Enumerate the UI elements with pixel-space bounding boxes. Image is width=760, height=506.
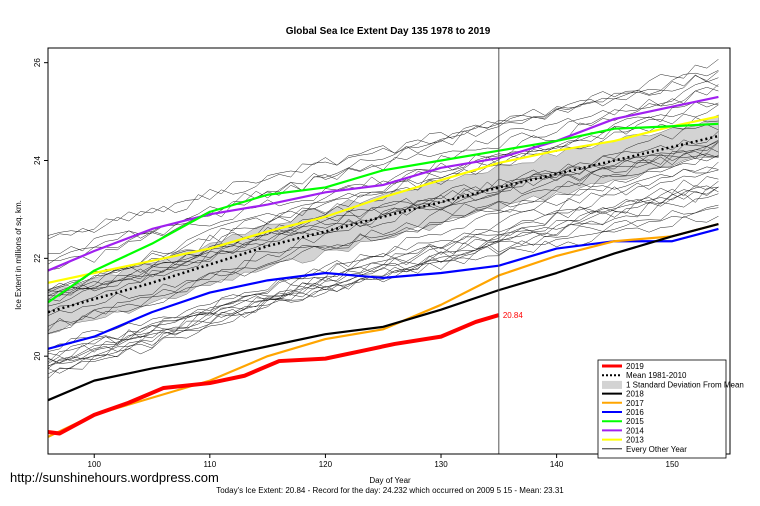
other-year-line: [47, 186, 719, 363]
series-2018-line: [47, 223, 719, 402]
watermark-url: http://sunshinehours.wordpress.com: [10, 470, 219, 485]
sd-band: [47, 114, 719, 335]
y-tick-label: 22: [33, 253, 42, 262]
legend-entry-label: 2016: [626, 408, 644, 417]
other-year-line: [47, 151, 719, 296]
legend-swatch: [602, 380, 622, 389]
y-tick-label: 20: [33, 351, 42, 360]
x-axis-label: Day of Year: [369, 476, 411, 485]
footer-caption: Today's Ice Extent: 20.84 - Record for t…: [216, 486, 564, 495]
x-tick-label: 140: [550, 460, 564, 469]
x-axis-ticks: 100 110 120 130 140 150: [88, 454, 680, 469]
x-tick-label: 110: [203, 460, 216, 469]
series-2015-line: [47, 122, 719, 304]
legend-entry-label: 2015: [626, 417, 644, 426]
other-year-line: [47, 187, 719, 379]
other-year-line: [47, 185, 719, 374]
chart-title: Global Sea Ice Extent Day 135 1978 to 20…: [286, 26, 491, 37]
x-tick-label: 120: [319, 460, 333, 469]
legend-entry-label: 2019: [626, 362, 644, 371]
other-year-line: [47, 155, 719, 334]
other-year-line: [47, 215, 719, 356]
other-year-line: [47, 74, 719, 240]
series-2013-line: [47, 115, 719, 284]
other-year-line: [47, 71, 719, 236]
series-2014-line: [47, 95, 719, 272]
y-axis-ticks: 20 22 24 26: [33, 58, 48, 361]
other-year-line: [47, 139, 719, 307]
other-year-line: [47, 101, 719, 314]
x-tick-label: 100: [88, 460, 102, 469]
other-year-line: [47, 181, 719, 350]
other-year-line: [47, 186, 719, 364]
x-tick-label: 130: [434, 460, 448, 469]
legend-box: [597, 359, 727, 459]
legend-entry-label: Mean 1981-2010: [626, 371, 687, 380]
other-year-line: [47, 117, 719, 261]
legend-entry-label: 1 Standard Deviation From Mean: [626, 380, 744, 389]
x-tick-label: 150: [666, 460, 680, 469]
legend-entry-label: Every Other Year: [626, 445, 687, 454]
other-year-line: [47, 153, 719, 364]
legend-entry-label: 2014: [626, 426, 644, 435]
other-year-line: [47, 131, 719, 302]
other-year-line: [47, 124, 719, 327]
other-year-line: [47, 207, 719, 367]
series-2017-line: [47, 223, 719, 438]
plot-frame: [47, 47, 731, 455]
legend-entry-label: 2017: [626, 399, 644, 408]
legend-entry-label: 2018: [626, 390, 644, 399]
legend-entry-label: 2013: [626, 436, 644, 445]
y-tick-label: 24: [33, 156, 42, 165]
other-year-line: [47, 193, 719, 364]
mean-line: [47, 134, 719, 314]
series-2019-line: [47, 313, 500, 436]
plot-area: 20.84: [47, 48, 719, 454]
other-year-line: [47, 176, 719, 369]
other-year-line: [47, 59, 719, 271]
y-tick-label: 26: [33, 58, 42, 67]
other-year-line: [47, 168, 719, 367]
other-year-line: [47, 141, 719, 332]
other-year-line: [47, 166, 719, 316]
end-value-label: 20.84: [503, 311, 524, 320]
y-axis-label: Ice Extent in millions of sq. km.: [14, 200, 23, 310]
